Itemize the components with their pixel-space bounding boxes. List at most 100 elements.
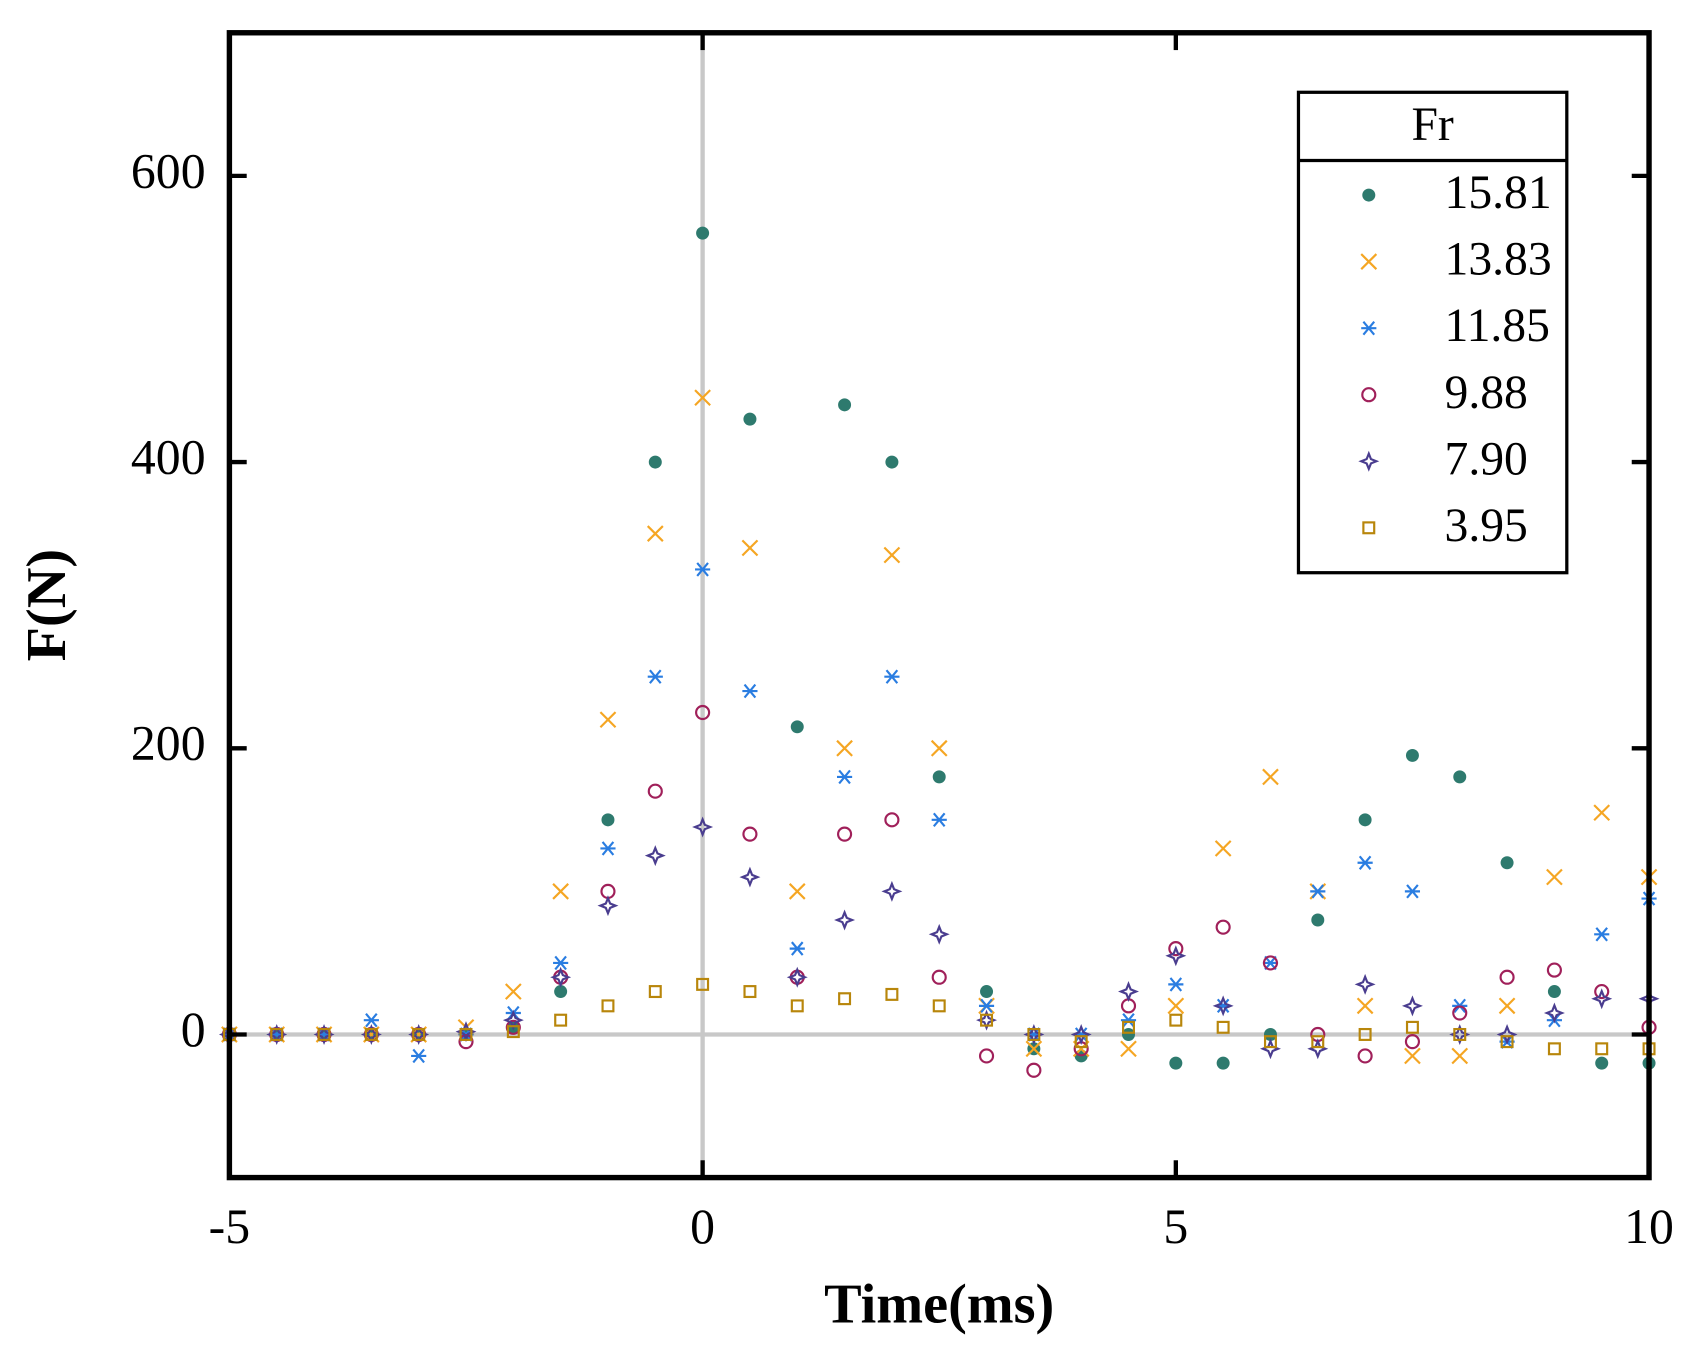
point — [1546, 962, 1562, 978]
point — [1122, 1027, 1135, 1041]
point — [1595, 1056, 1609, 1070]
point — [885, 455, 899, 469]
point — [931, 812, 947, 828]
point — [1074, 1035, 1088, 1049]
point — [1404, 884, 1421, 899]
point — [1169, 1013, 1183, 1027]
point — [600, 841, 616, 856]
point — [1453, 770, 1467, 784]
point — [695, 562, 711, 577]
point — [408, 1023, 430, 1045]
point — [1023, 1023, 1045, 1045]
point — [506, 1025, 520, 1039]
legend-marker — [1360, 253, 1378, 270]
point — [694, 389, 711, 407]
point — [1120, 1012, 1137, 1028]
point — [364, 1027, 378, 1041]
point — [648, 985, 662, 999]
point — [883, 546, 901, 564]
point — [1499, 969, 1515, 985]
point — [1026, 1062, 1042, 1078]
point — [1500, 856, 1514, 870]
point — [1311, 913, 1325, 927]
legend-label: 3.95 — [1445, 500, 1528, 552]
point — [550, 966, 572, 988]
point — [1169, 1056, 1183, 1070]
legend-box — [1296, 90, 1569, 575]
point — [266, 1023, 288, 1045]
point — [1263, 1035, 1277, 1049]
point — [1356, 997, 1374, 1015]
point — [884, 669, 900, 684]
point — [313, 1023, 335, 1045]
point — [597, 895, 619, 917]
point — [1216, 1056, 1230, 1070]
legend-marker — [1362, 188, 1376, 202]
point — [1118, 981, 1139, 1003]
point — [1547, 985, 1561, 999]
legend: Fr 15.81 13.83 11.85 9.88 7.90 3.95 — [1296, 90, 1569, 575]
legend-marker — [1362, 521, 1376, 535]
point — [976, 1009, 998, 1031]
point — [1498, 997, 1516, 1015]
point — [1404, 1047, 1421, 1065]
point — [1405, 748, 1419, 762]
point — [786, 966, 808, 988]
point — [1405, 1020, 1419, 1034]
point — [932, 999, 946, 1013]
point — [743, 412, 757, 426]
point — [412, 1027, 426, 1041]
point — [1401, 995, 1423, 1017]
legend-marker — [1358, 450, 1380, 472]
point — [1357, 1048, 1373, 1064]
point — [363, 1012, 379, 1028]
point — [647, 669, 663, 684]
point — [1262, 955, 1279, 971]
point — [741, 539, 759, 557]
point — [743, 985, 757, 999]
point — [790, 720, 804, 734]
x-tick-label: 5 — [1163, 1199, 1188, 1254]
point — [554, 1013, 568, 1027]
y-tick-label: 0 — [181, 1002, 206, 1057]
point — [1122, 1020, 1135, 1034]
point — [837, 769, 853, 785]
point — [1027, 1027, 1041, 1041]
point — [1594, 983, 1610, 1000]
point — [459, 1027, 473, 1041]
point — [742, 826, 758, 842]
legend-label: 9.88 — [1445, 367, 1528, 419]
point — [931, 969, 947, 985]
point — [980, 985, 994, 999]
point — [1167, 997, 1185, 1015]
point — [553, 969, 569, 985]
plot-frame — [226, 30, 1652, 1181]
point — [881, 880, 903, 902]
point — [553, 955, 569, 971]
point — [836, 739, 853, 757]
point — [1593, 804, 1611, 822]
legend-title: Fr — [1411, 99, 1453, 151]
legend-label: 13.83 — [1445, 234, 1552, 286]
point — [601, 999, 615, 1013]
y-axis-title: F(N) — [16, 549, 78, 661]
point — [928, 923, 950, 945]
point — [552, 883, 569, 900]
point — [1165, 945, 1187, 967]
point — [502, 1009, 524, 1031]
point — [1262, 768, 1279, 786]
point — [648, 455, 662, 469]
point — [838, 992, 852, 1006]
point — [599, 711, 617, 728]
point — [1215, 919, 1231, 935]
point — [742, 683, 758, 699]
y-tick-label: 400 — [131, 429, 206, 484]
point — [1452, 1005, 1468, 1021]
x-tick-label: 0 — [690, 1199, 715, 1254]
point — [695, 704, 711, 721]
point — [1543, 1002, 1565, 1024]
point — [788, 883, 806, 900]
point — [554, 985, 568, 999]
